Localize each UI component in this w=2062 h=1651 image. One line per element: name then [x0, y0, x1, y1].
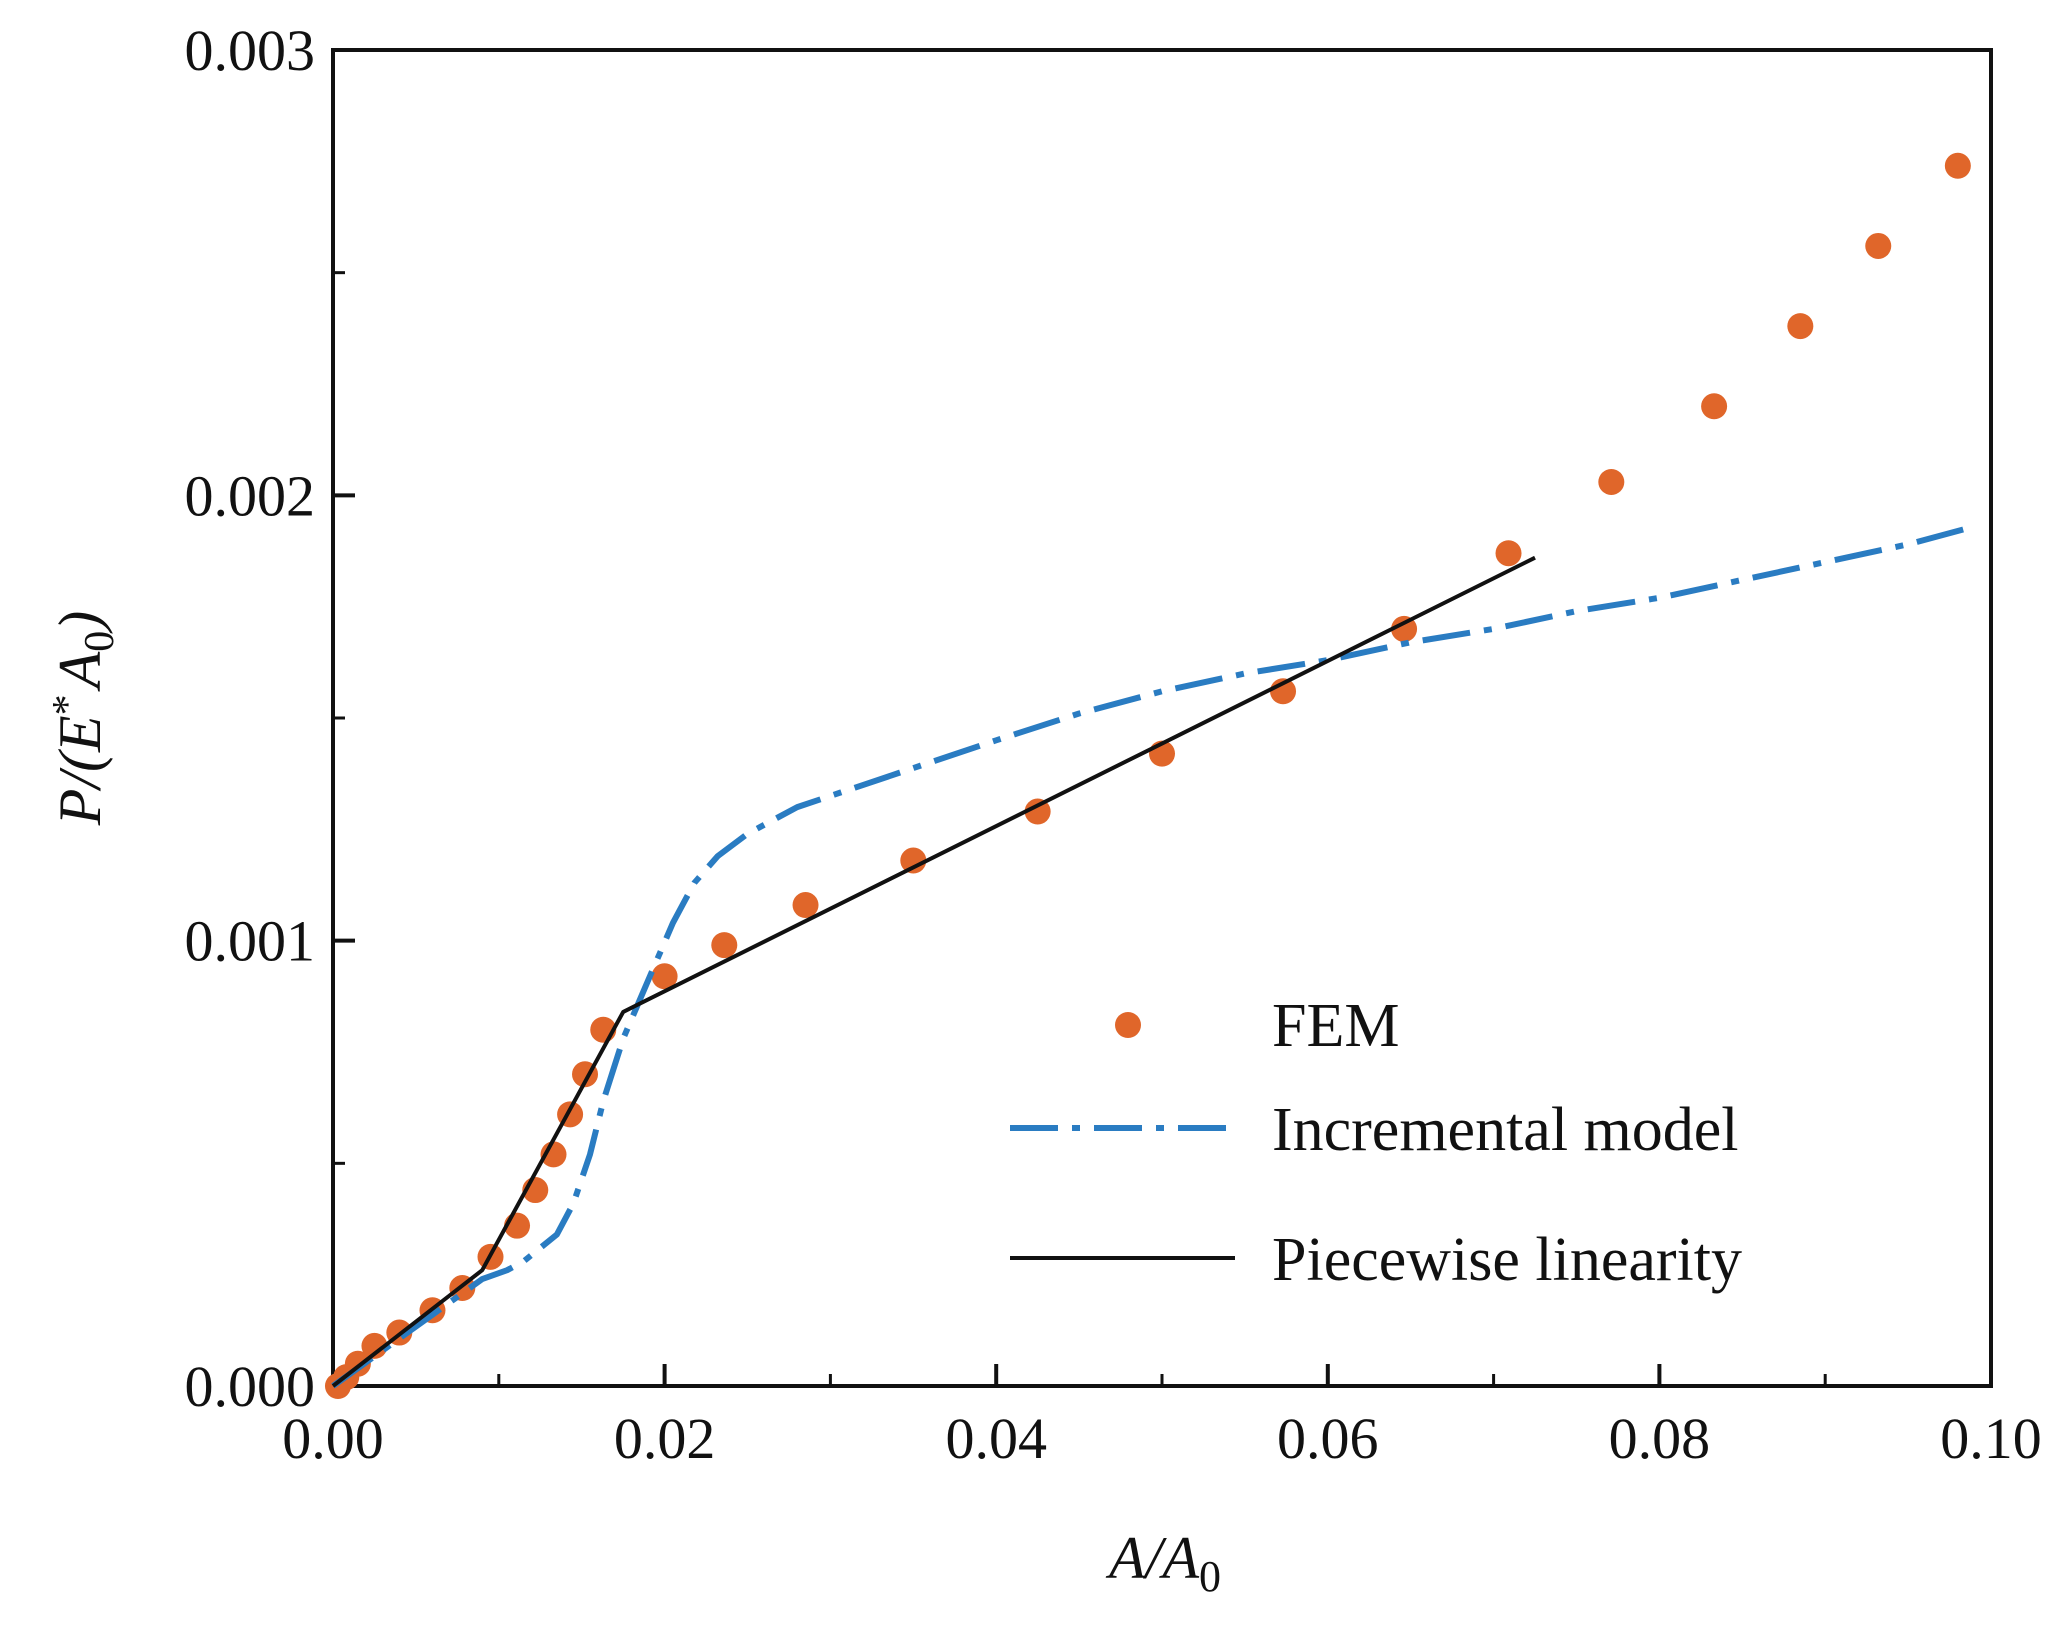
fem-point — [711, 932, 738, 959]
fem-point — [1944, 152, 1971, 179]
y-tick-label: 0.001 — [185, 909, 316, 974]
y-tick-label: 0.003 — [185, 18, 316, 83]
fem-point — [792, 892, 819, 919]
fem-point — [1701, 393, 1728, 420]
axis-ticks: 0.00 0.02 0.04 0.06 0.08 0.10 0.000 0.001 0.002 0… — [185, 18, 2042, 1471]
legend-label-incremental: Incremental model — [1272, 1096, 1739, 1164]
fem-point — [1787, 313, 1814, 340]
plot-frame — [331, 48, 1993, 1388]
x-tick-label: 0.08 — [1609, 1406, 1711, 1471]
legend-label-piecewise: Piecewise linearity — [1272, 1226, 1742, 1294]
x-tick-label: 0.04 — [945, 1406, 1047, 1471]
y-tick-label: 0.002 — [185, 463, 316, 528]
fem-point — [1391, 615, 1418, 642]
fem-point — [361, 1332, 388, 1359]
fem-point — [900, 847, 927, 874]
legend: FEM Incremental model Piecewise linearit… — [1010, 992, 1742, 1294]
x-axis-title: A/A0 — [1105, 1525, 1221, 1601]
x-tick-label: 0.10 — [1940, 1406, 2042, 1471]
incremental-model-line — [331, 523, 1976, 1389]
fem-point — [1865, 232, 1892, 259]
x-tick-label: 0.06 — [1277, 1406, 1379, 1471]
fem-point — [1495, 540, 1522, 567]
legend-marker-fem — [1115, 1012, 1141, 1038]
legend-label-fem: FEM — [1272, 992, 1399, 1060]
y-tick-label: 0.000 — [185, 1354, 316, 1419]
x-tick-label: 0.02 — [614, 1406, 716, 1471]
y-axis-title: P/(E*A0) — [45, 611, 122, 827]
x-tick-label: 0.00 — [282, 1406, 384, 1471]
piecewise-linearity-line — [331, 555, 1536, 1388]
fem-point — [1024, 798, 1051, 825]
series-layer — [324, 152, 1976, 1399]
fem-point — [1598, 468, 1625, 495]
fem-point — [651, 963, 678, 990]
